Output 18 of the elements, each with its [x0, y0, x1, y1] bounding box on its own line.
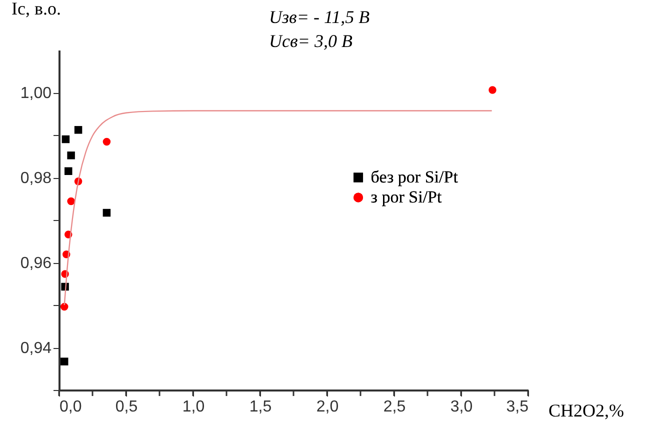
x-tick-label: 1,0	[182, 398, 205, 416]
y-tick-label: 0,96	[20, 255, 52, 272]
legend-label: з por Si/Pt	[370, 188, 442, 206]
y-tick-label: 0,98	[20, 170, 52, 187]
x-tick-label: 2,5	[383, 398, 406, 416]
x-axis-title: CH2O2,%	[548, 400, 624, 420]
y-axis-title: Iс, в.о.	[12, 0, 61, 18]
annotation: Uсв= 3,0 В	[269, 31, 352, 51]
x-tick-label: 2,0	[316, 398, 339, 416]
x-tick-label: 3,5	[506, 398, 529, 416]
legend-label: без por Si/Pt	[370, 168, 458, 186]
text: Uзв= - 11,5 В	[269, 7, 370, 27]
x-tick-label: 3,0	[450, 398, 473, 416]
x-tick-label: 0,0	[60, 398, 82, 416]
y-tick-label: 1,00	[20, 85, 52, 102]
x-tick-label: 0,5	[115, 398, 138, 416]
x-tick-label: 1,5	[249, 398, 272, 416]
y-tick-label: 0,94	[20, 340, 52, 357]
